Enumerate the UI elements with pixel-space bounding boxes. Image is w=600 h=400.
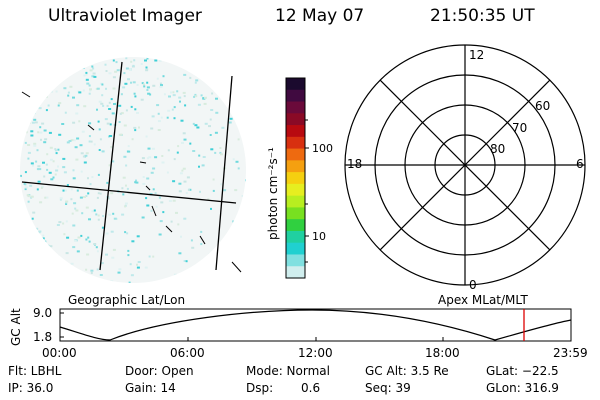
timeline-y-axis-label: GC Alt [9,308,23,346]
colorbar-band [286,78,305,91]
altitude-curve [59,309,572,341]
colorbar-band [286,254,305,267]
grid-fragment [139,161,147,164]
colorbar-band [286,207,305,220]
instrument-title: Ultraviolet Imager [48,6,202,26]
polar-label-80: 80 [490,142,505,156]
grid-fragment [231,261,242,273]
ip-status: IP: 36.0 [8,381,54,395]
colorbar-band [286,219,305,232]
polar-plot [344,44,586,286]
y-tick-label-high: 9.0 [33,306,53,320]
colorbar-band [286,125,305,138]
altitude-timeline: GC Alt [9,308,572,346]
dsp-status-label: Dsp: [246,381,274,395]
grid-fragment [151,205,157,217]
colorbar-band [286,183,305,197]
grid-fragment [21,91,31,98]
grid-fragment [199,235,206,245]
door-status: Door: Open [125,364,194,378]
colorbar-band [286,172,305,185]
date-label: 12 May 07 [275,6,365,26]
dsp-status-value: 0.6 [301,381,321,395]
colorbar-band [286,136,305,150]
colorbar-label-10: 10 [312,230,326,243]
uv-emission-speckles [20,57,246,283]
x-tick-label-1200: 12:00 [298,346,333,360]
apex-label: Apex MLat/MLT [438,293,528,307]
polar-label-6: 6 [576,157,584,171]
x-tick-label-2359: 23:59 [553,346,588,360]
colorbar-band [286,230,305,244]
timeline-frame [59,308,572,342]
meridian-line-2 [215,75,233,271]
filter-status: Flt: LBHL [8,364,62,378]
grid-fragment [145,185,151,191]
x-tick-label-0600: 06:00 [170,346,205,360]
seq-status: Seq: 39 [365,381,411,395]
glat-status: GLat: −22.5 [486,364,559,378]
grid-fragment [87,124,95,131]
uv-image-panel [20,57,246,283]
polar-label-18: 18 [347,157,362,171]
grid-fragment [165,225,173,233]
colorbar-band [286,266,305,279]
colorbar-band [286,148,305,161]
meridian-line-1 [99,61,123,271]
colorbar: 100 10 photon cm⁻²s⁻¹ [266,77,333,279]
polar-diagonal-2 [379,79,551,251]
time-label: 21:50:35 UT [430,6,535,26]
polar-label-12: 12 [469,48,484,62]
polar-label-70: 70 [512,121,527,135]
x-tick-label-0000: 00:00 [42,346,77,360]
parallel-line [21,181,237,204]
glon-status: GLon: 316.9 [486,381,559,395]
colorbar-gradient [286,78,305,279]
polar-label-0: 0 [469,278,477,292]
polar-label-60: 60 [535,99,550,113]
colorbar-band [286,101,305,114]
colorbar-band [286,89,305,103]
geographic-label: Geographic Lat/Lon [68,293,186,307]
x-tick-label-1800: 18:00 [425,346,460,360]
colorbar-band [286,195,305,209]
gain-status: Gain: 14 [125,381,176,395]
mode-status: Mode: Normal [246,364,330,378]
colorbar-unit-label: photon cm⁻²s⁻¹ [266,147,280,240]
colorbar-band [286,160,305,173]
colorbar-frame [285,77,306,279]
y-tick-label-low: 1.8 [33,330,53,344]
colorbar-band [286,113,305,126]
colorbar-band [286,242,305,256]
colorbar-label-100: 100 [312,142,333,155]
gc-alt-status: GC Alt: 3.5 Re [365,364,449,378]
uv-image-disk [20,57,246,283]
